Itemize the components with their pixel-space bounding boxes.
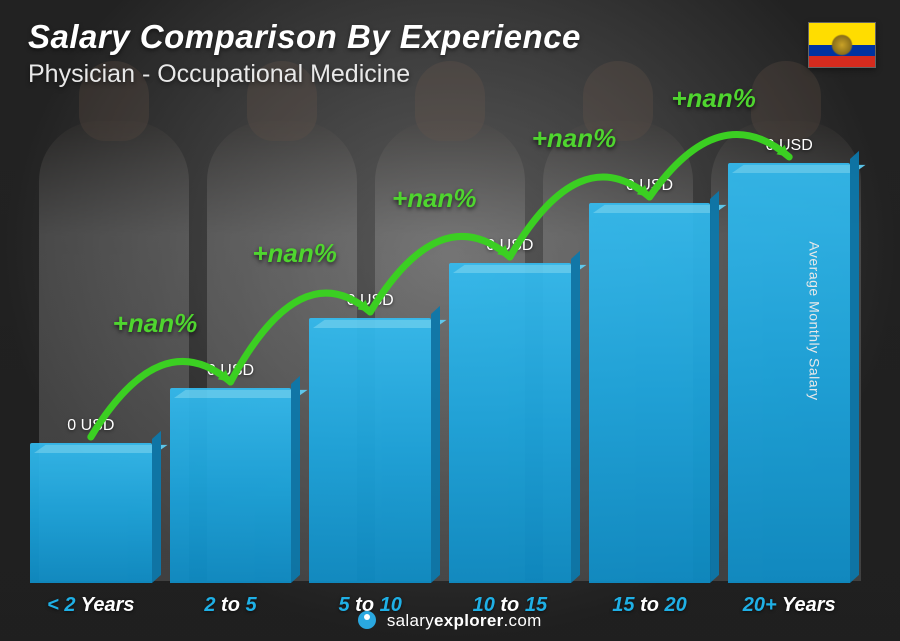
increase-label: +nan% <box>392 183 477 214</box>
brand-text: salaryexplorer.com <box>387 611 542 630</box>
bar-column: 0 USD< 2 Years <box>30 417 152 583</box>
bar <box>589 203 711 583</box>
bar-value-label: 0 USD <box>347 292 394 310</box>
y-axis-label: Average Monthly Salary <box>806 241 822 400</box>
footer: salaryexplorer.com <box>0 611 900 631</box>
brand-logo-icon <box>358 611 376 629</box>
bar-value-label: 0 USD <box>207 362 254 380</box>
bar-value-label: 0 USD <box>486 237 533 255</box>
bar <box>170 388 292 583</box>
bar-column: 0 USD10 to 15 <box>449 237 571 583</box>
bar-column: 0 USD2 to 5 <box>170 362 292 583</box>
chart-title: Salary Comparison By Experience <box>28 18 800 56</box>
bar-column: 0 USD15 to 20 <box>589 177 711 583</box>
bar <box>728 163 850 583</box>
increase-label: +nan% <box>532 123 617 154</box>
chart-subtitle: Physician - Occupational Medicine <box>28 60 800 89</box>
bar-column: 0 USD5 to 10 <box>309 292 431 583</box>
country-flag-ecuador <box>808 22 876 68</box>
increase-label: +nan% <box>252 238 337 269</box>
bar-value-label: 0 USD <box>626 177 673 195</box>
bar <box>449 263 571 583</box>
bar-value-label: 0 USD <box>766 137 813 155</box>
increase-label: +nan% <box>113 308 198 339</box>
bar <box>30 443 152 583</box>
bar <box>309 318 431 583</box>
bar-column: 0 USD20+ Years <box>728 137 850 583</box>
bar-chart: 0 USD< 2 Years0 USD2 to 50 USD5 to 100 U… <box>30 103 850 583</box>
header: Salary Comparison By Experience Physicia… <box>28 18 800 89</box>
bar-value-label: 0 USD <box>67 417 114 435</box>
